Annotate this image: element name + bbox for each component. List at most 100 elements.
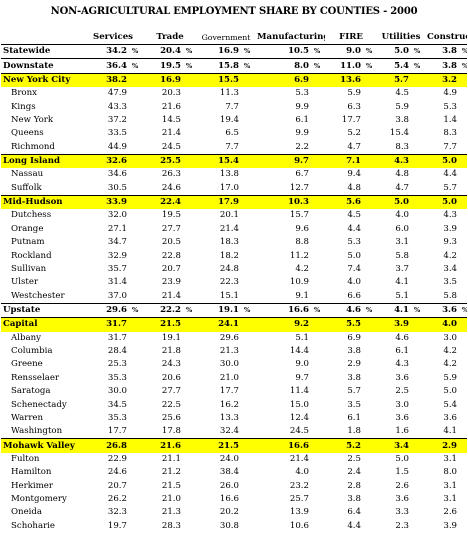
cell-value: 4.8 (347, 182, 362, 193)
percent-sign: % (311, 43, 326, 59)
cell-value: 5.0 (425, 153, 460, 169)
percent-sign (183, 72, 197, 88)
row-label: Montgomery (11, 494, 67, 505)
percent-sign (363, 425, 377, 439)
percent-sign (311, 398, 325, 411)
cell-value: 17.8 (161, 426, 181, 437)
percent-sign (363, 289, 377, 303)
percent-sign (459, 466, 467, 479)
percent-sign (241, 493, 255, 506)
percent-sign (311, 453, 325, 466)
percent-sign (411, 141, 425, 155)
cell-value: 3.8 (347, 494, 362, 505)
percent-sign (129, 480, 143, 493)
cell-value: 24.8 (219, 263, 239, 274)
cell-value: 3.8 (425, 43, 460, 59)
cell-value: 43.3 (107, 101, 127, 112)
percent-sign (363, 194, 378, 210)
cell-value: 5.9 (443, 372, 458, 383)
percent-sign: % (363, 302, 378, 318)
percent-sign (183, 127, 197, 140)
percent-sign (129, 493, 143, 506)
table-row: Westchester 37.0 21.4 15.1 9.1 6.6 5.1 5.8 (1, 289, 467, 303)
cell-value: 15.4 (389, 128, 410, 139)
cell-value: 3.5 (443, 277, 458, 288)
cell-value: 26.2 (107, 494, 127, 505)
table-row: Sullivan 35.7 20.7 24.8 4.2 7.4 3.7 3.4 (1, 263, 467, 276)
header-trade: Trade (156, 32, 184, 42)
cell-value: 20.1 (219, 210, 239, 221)
row-label: Schoharie (11, 520, 56, 531)
table-row: Fulton 22.9 21.1 24.0 21.4 2.5 5.0 3.1 (1, 453, 467, 466)
cell-value: 4.8 (395, 169, 410, 180)
cell-value: 11.2 (289, 250, 310, 261)
cell-value: 5.0 (395, 453, 410, 464)
cell-value: 5.7 (443, 182, 458, 193)
percent-sign (241, 127, 255, 140)
percent-sign (459, 425, 467, 439)
percent-sign (459, 289, 467, 303)
percent-sign (411, 87, 425, 100)
cell-value: 3.8 (347, 346, 362, 357)
percent-sign (129, 520, 143, 533)
cell-value: 15.7 (289, 210, 310, 221)
row-label: Bronx (11, 88, 37, 99)
header-government: Government (201, 33, 251, 42)
percent-sign (311, 223, 325, 236)
table-row: Orange 27.1 27.7 21.4 9.6 4.4 6.0 3.9 (1, 223, 467, 236)
cell-value: 3.4 (377, 438, 412, 453)
table-title: NON-AGRICULTURAL EMPLOYMENT SHARE BY COU… (50, 6, 418, 17)
cell-value: 16.9 (197, 43, 241, 59)
percent-sign (459, 438, 468, 453)
percent-sign: % (241, 302, 256, 318)
cell-value: 5.2 (325, 438, 364, 453)
percent-sign (363, 345, 377, 358)
percent-sign (311, 385, 325, 398)
cell-value: 21.6 (161, 101, 181, 112)
percent-sign (411, 466, 425, 479)
cell-value: 11.0 (325, 58, 364, 74)
cell-value: 4.9 (443, 88, 458, 99)
table-row: New York 37.2 14.5 19.4 6.1 17.7 3.8 1.4 (1, 114, 467, 127)
cell-value: 5.2 (347, 128, 362, 139)
cell-value: 11.4 (289, 386, 310, 397)
percent-sign (363, 100, 377, 113)
cell-value: 17.7 (107, 426, 127, 437)
cell-value: 3.6 (425, 302, 460, 318)
percent-sign (363, 317, 378, 332)
percent-sign (129, 332, 143, 345)
percent-sign (411, 168, 425, 181)
cell-value: 12.7 (289, 182, 310, 193)
cell-value: 2.8 (347, 480, 362, 491)
row-label: Rockland (11, 250, 52, 261)
percent-sign (129, 345, 143, 358)
row-label: Columbia (11, 346, 53, 357)
percent-sign (183, 520, 197, 533)
percent-sign (311, 372, 325, 385)
cell-value: 13.8 (219, 169, 239, 180)
cell-value: 19.5 (143, 58, 183, 74)
percent-sign (411, 100, 425, 113)
cell-value: 21.3 (161, 507, 181, 518)
cell-value: 22.8 (161, 250, 181, 261)
table-row: Washington 17.7 17.8 32.4 24.5 1.8 1.6 4.1 (1, 425, 467, 439)
table-row: Richmond 44.9 24.5 7.7 2.2 4.7 8.3 7.7 (1, 141, 467, 155)
row-label: Nassau (11, 169, 44, 180)
table-row: Bronx 47.9 20.3 11.3 5.3 5.9 4.5 4.9 (1, 87, 467, 100)
cell-value: 24.3 (161, 359, 181, 370)
row-label: New York (11, 114, 54, 125)
row-label: Schenectady (11, 399, 67, 410)
cell-value: 32.0 (107, 210, 127, 221)
percent-sign: % (183, 43, 197, 59)
cell-value: 7.7 (443, 141, 458, 152)
table-row: Long Island 32.6 25.5 15.4 9.7 7.1 4.3 5.0 (1, 153, 468, 169)
percent-sign (311, 182, 325, 196)
cell-value: 3.5 (347, 399, 362, 410)
percent-sign: % (241, 58, 256, 74)
cell-value: 24.5 (289, 426, 310, 437)
row-label: Richmond (11, 141, 55, 152)
cell-value: 20.3 (161, 88, 181, 99)
percent-sign (183, 372, 197, 385)
percent-sign (241, 153, 256, 169)
cell-value: 3.9 (377, 317, 412, 332)
